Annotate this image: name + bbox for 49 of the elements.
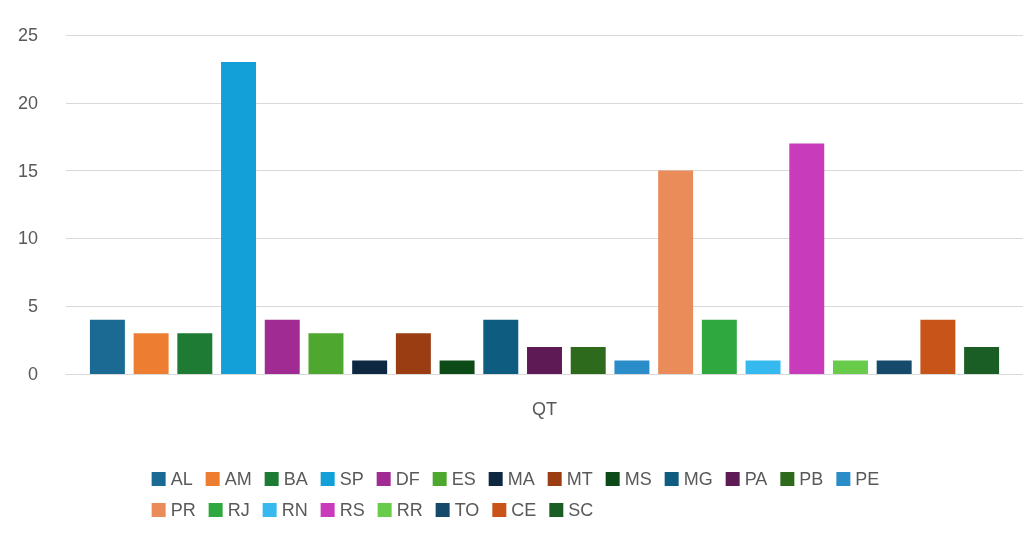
bar — [221, 62, 257, 374]
legend-label: MS — [624, 469, 652, 489]
bar — [527, 346, 562, 374]
y-tick-label: 15 — [17, 160, 38, 181]
legend-label: MA — [507, 469, 535, 489]
bar — [832, 360, 868, 374]
legend-label: CE — [511, 500, 537, 520]
y-tick-label: 5 — [27, 296, 38, 317]
y-tick-label: 0 — [27, 364, 38, 384]
legend-label: PA — [744, 469, 768, 489]
legend-label: ES — [451, 469, 476, 489]
bar — [876, 360, 912, 374]
y-tick-label: 25 — [17, 25, 38, 45]
bar — [658, 170, 694, 374]
bar — [177, 333, 213, 374]
legend-label: RS — [339, 500, 365, 520]
legend-label: MG — [683, 469, 713, 489]
bar — [614, 360, 650, 374]
bar — [133, 333, 169, 374]
legend-label: RR — [396, 500, 423, 520]
x-tick-label: QT — [532, 399, 557, 419]
bar — [570, 346, 606, 374]
legend-label: SP — [339, 469, 364, 489]
bar — [745, 360, 781, 374]
bar — [701, 319, 737, 374]
bar — [483, 319, 519, 374]
y-tick-label: 20 — [17, 92, 38, 113]
legend-label: AL — [170, 469, 193, 489]
bar — [964, 346, 1000, 374]
bar — [920, 319, 956, 374]
y-tick-label: 10 — [17, 228, 38, 249]
legend-label: PB — [799, 469, 824, 489]
legend-label: PE — [855, 469, 880, 489]
legend-label: AM — [224, 469, 252, 489]
bar — [352, 360, 388, 374]
legend-label: RJ — [227, 500, 250, 520]
legend-label: RN — [281, 500, 308, 520]
legend-label: PR — [170, 500, 196, 520]
bar — [308, 333, 344, 374]
legend-label: SC — [568, 500, 594, 520]
legend-label: BA — [283, 469, 308, 489]
bar — [89, 319, 125, 374]
bar — [439, 360, 475, 374]
legend-label: MT — [566, 469, 593, 489]
bar — [264, 319, 300, 374]
legend-label: TO — [454, 500, 480, 520]
bar — [395, 333, 431, 374]
legend-label: DF — [395, 469, 420, 489]
bar — [789, 143, 825, 374]
